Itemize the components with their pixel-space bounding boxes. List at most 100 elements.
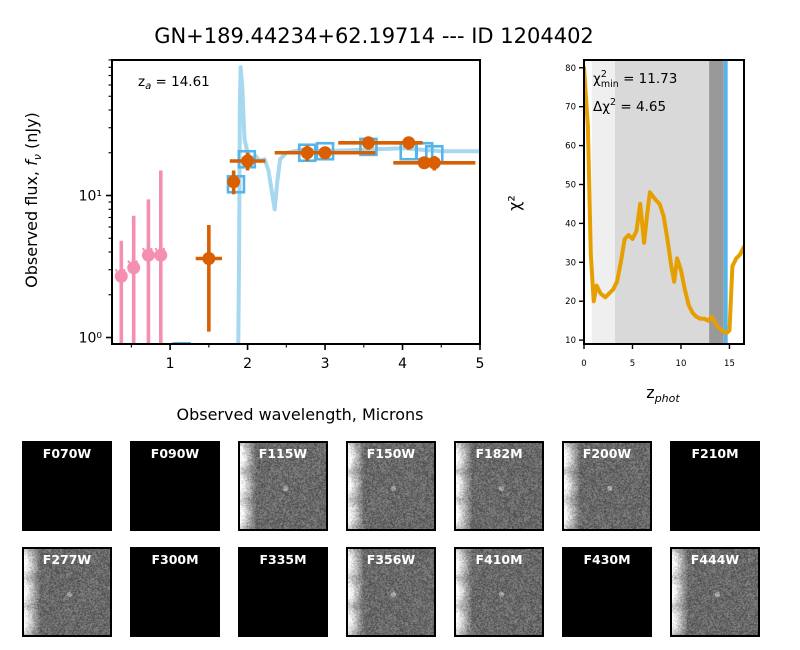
chi2-ytick-label-6: 70 [565,103,576,113]
sed-panel: 1 2 3 4 5 10⁰ 10¹ za = 14.61 Observed waveleng… [22,59,485,424]
figure-title: GN+189.44234+62.19714 --- ID 1204402 [154,24,594,48]
chi2-band-1 [615,60,710,344]
stamp-label: F444W [690,552,740,567]
stamp-f090w: F090W [130,441,220,531]
stamp-f150w: F150W [346,441,436,531]
chi2-delta-sup: 2 [610,97,616,108]
chi2-ytick-label-1: 20 [565,297,576,307]
sed-ytick-label-0: 10⁰ [79,331,103,347]
sed-ylabel-sub: ν [31,154,44,160]
stamp-f210m: F210M [670,441,760,531]
detection-point-4 [318,146,332,160]
sed-annotation: za = 14.61 [138,74,210,92]
stamp-image [672,549,758,635]
sed-axes: 1 2 3 4 5 10⁰ 10¹ [79,59,485,372]
stamp-label: F200W [582,446,632,461]
stamp-label: F210M [691,446,739,461]
detection-point-1 [227,175,241,189]
sed-plot-area [114,65,480,344]
stamp-f277w: F277W [22,547,112,637]
chi2-annotation-delta: Δχ2 = 4.65 [593,97,666,115]
sed-ylabel-unit: (nJy) [22,112,41,154]
chi2-frame [583,59,745,345]
stamp-label: F335M [259,552,307,567]
chi2-ytick-label-3: 40 [565,219,576,229]
detection-point-8 [427,156,441,170]
sed-annotation-pre: z [138,74,145,90]
sed-xtick-label-3: 4 [398,356,407,372]
chi2-delta-pre: Δχ [593,99,610,115]
chi2-band-0 [591,60,616,344]
chi2-axes: 0 5 10 15 10 20 30 40 50 60 70 80 [565,59,745,369]
sed-ylabel-main: Observed flux, [22,166,41,288]
upper-limit-point-0 [114,269,128,283]
stamp-label: F410M [475,552,523,567]
chi2-ytick-label-7: 80 [565,64,576,74]
chi2-min-sup: 2 [601,69,607,80]
sed-ylabel-sym: f [22,158,41,166]
stamp-label: F430M [583,552,631,567]
chi2-min-post: = 11.73 [619,71,678,87]
sed-xtick-label-4: 5 [476,356,485,372]
stamp-label: F115W [258,446,308,461]
stamp-image [348,443,434,529]
sed-annotation-post: = 14.61 [151,74,210,90]
chi2-ytick-label-0: 10 [565,336,576,346]
figure: GN+189.44234+62.19714 --- ID 1204402 1 2 3… [22,24,745,424]
sed-xtick-label-2: 3 [321,356,330,372]
stamp-f200w: F200W [562,441,652,531]
upper-limit-point-3 [154,248,168,262]
sed-clip-group [114,65,480,344]
sed-ylabel: Observed flux, fν (nJy) [22,112,44,288]
stamp-label: F300M [151,552,199,567]
chi2-xlabel-sub: phot [654,392,681,405]
stamp-f335m: F335M [238,547,328,637]
detection-point-0 [202,252,216,266]
chi2-xlabel-main: z [646,383,654,402]
chi2-xtick-label-3: 15 [724,359,735,369]
stamp-f430m: F430M [562,547,652,637]
chi2-ytick-label-2: 30 [565,258,576,268]
stamp-label: F150W [366,446,416,461]
chi2-delta-post: = 4.65 [616,99,666,115]
chi2-xtick-label-1: 5 [630,359,635,369]
stamp-image [456,443,542,529]
model-spectrum-line [236,65,480,344]
stamp-image [348,549,434,635]
stamp-label: F277W [42,552,92,567]
chi2-plot-area [584,60,744,344]
detection-point-2 [241,154,255,168]
chi2-annotation-min: χ2 min = 11.73 [593,69,677,90]
sed-xtick-label-0: 1 [166,356,175,372]
sed-xlabel: Observed wavelength, Microns [177,405,424,424]
stamp-label: F356W [366,552,416,567]
stamp-label: F070W [42,446,92,461]
chi2-min-pre: χ [593,71,601,87]
stamp-f410m: F410M [454,547,544,637]
stamp-f300m: F300M [130,547,220,637]
upper-limit-point-2 [141,248,155,262]
detection-point-5 [361,136,375,150]
chi2-xtick-label-0: 0 [581,359,586,369]
stamp-label: F090W [150,446,200,461]
detection-point-6 [402,136,416,150]
chi2-ytick-label-5: 60 [565,142,576,152]
sed-annotation-sub: a [145,81,151,92]
stamp-image [24,549,110,635]
stamp-f444w: F444W [670,547,760,637]
stamp-f356w: F356W [346,547,436,637]
chi2-min-sub: min [601,79,619,90]
stamp-f115w: F115W [238,441,328,531]
chi2-curve [584,65,744,336]
chi2-clip-group [584,60,744,344]
sed-frame [111,59,481,345]
chi2-ytick-label-4: 50 [565,180,576,190]
stamp-f070w: F070W [22,441,112,531]
model-point-0 [172,341,192,344]
stamp-label: F182M [475,446,523,461]
chi2-ylabel: χ² [505,195,524,211]
chi2-xlabel: zphot [646,383,680,405]
stamp-image [564,443,650,529]
chi2-band-2 [709,60,724,344]
